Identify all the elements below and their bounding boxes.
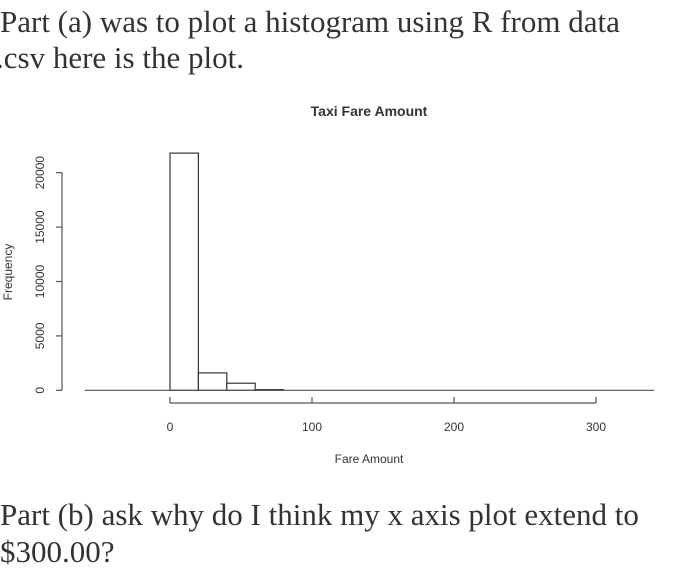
question-part-a-line2: .csv here is the plot. xyxy=(0,40,244,75)
question-part-b-line2: $300.00? xyxy=(0,534,115,569)
y-tick-label: 5000 xyxy=(33,322,47,349)
histogram-bar xyxy=(197,372,228,391)
x-axis-label: Fare Amount xyxy=(335,452,404,466)
y-axis-label: Frequency xyxy=(1,244,15,301)
x-tick-label: 300 xyxy=(586,420,606,434)
question-part-b-line1: Part (b) ask why do I think my x axis pl… xyxy=(0,497,639,532)
histogram-bar xyxy=(226,382,256,391)
x-tick-label: 0 xyxy=(167,420,174,434)
question-part-a-line1: Part (a) was to plot a histogram using R… xyxy=(0,4,620,39)
y-tick-label: 0 xyxy=(33,387,47,394)
y-tick-label: 10000 xyxy=(33,264,47,298)
y-tick-label: 15000 xyxy=(33,210,47,244)
x-tick-label: 200 xyxy=(444,420,464,434)
y-tick-label: 20000 xyxy=(33,156,47,190)
x-tick-label: 100 xyxy=(302,420,322,434)
histogram-bar xyxy=(169,152,199,391)
chart-title: Taxi Fare Amount xyxy=(311,103,428,119)
